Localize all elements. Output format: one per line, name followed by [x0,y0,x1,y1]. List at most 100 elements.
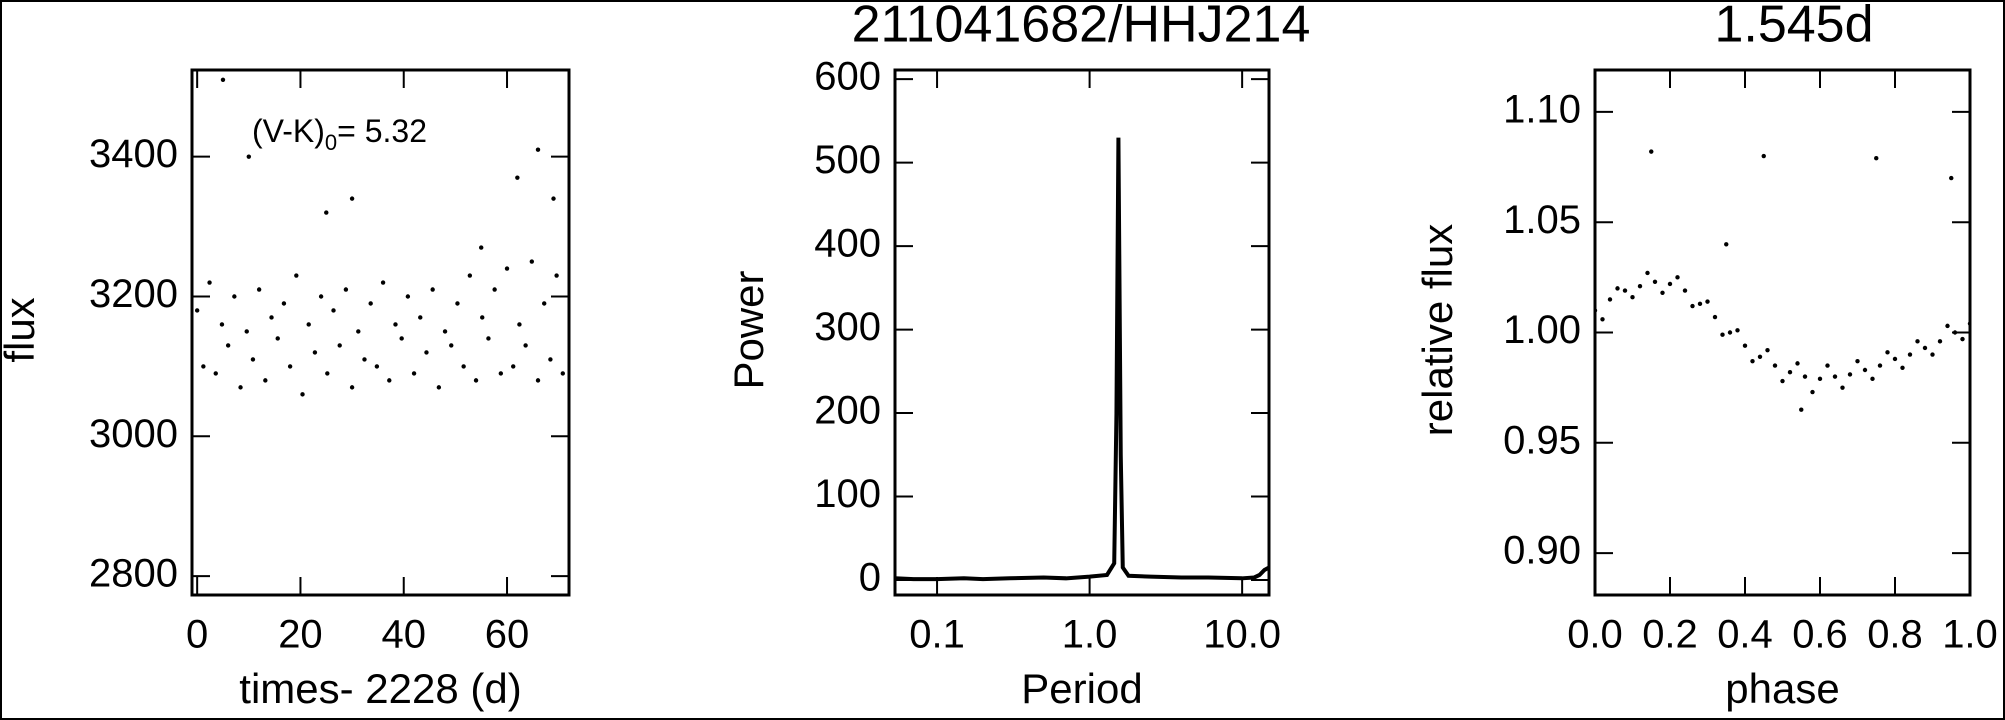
point [442,329,448,334]
y-tick-label: 1.10 [1503,87,1581,131]
point [1855,358,1860,364]
point [1922,345,1928,351]
point [535,378,541,383]
point [1870,376,1875,382]
point [194,308,200,313]
point [312,350,318,355]
point [1900,365,1905,370]
point [256,287,262,292]
point [220,77,226,82]
point [275,336,280,341]
point [232,294,237,299]
x-axis-label: times- 2228 (d) [239,665,521,712]
annotation-part: (V-K) [252,113,325,149]
point [318,294,324,299]
point [1649,149,1654,154]
point [1825,363,1830,368]
point [461,364,466,369]
point [337,343,342,348]
point [1892,356,1898,362]
point [1675,275,1680,280]
point [1750,358,1755,364]
point [387,378,392,383]
point [1724,242,1729,247]
plot-area [194,77,566,397]
point [1960,336,1965,342]
x-tick-label: 1.0 [1062,613,1118,657]
point [1874,156,1879,161]
plot-frame [190,68,571,597]
point [349,196,355,201]
point [542,301,547,306]
x-tick-label: 0.0 [1567,613,1623,657]
point [449,343,454,348]
point [324,210,329,215]
point [467,273,473,278]
x-tick-label: 0.1 [909,613,965,657]
y-axis-label: Power [725,270,772,389]
point [1945,323,1950,329]
point [1952,330,1958,335]
x-tick-label: 0.2 [1642,613,1698,657]
point [1682,288,1688,293]
point [1600,317,1605,322]
point [1652,279,1658,284]
point [1915,339,1920,344]
point [479,245,484,250]
point [1727,330,1733,335]
point [300,392,305,397]
point [1847,372,1853,377]
point [1667,281,1673,287]
y-tick-label: 0.90 [1503,529,1581,573]
point [1660,290,1665,295]
y-tick-label: 100 [814,472,881,516]
point [1720,332,1725,337]
point [504,266,510,271]
point [1799,407,1804,412]
x-tick-label: 0.4 [1717,613,1773,657]
point [238,385,243,390]
point [551,196,556,201]
point [1645,270,1650,276]
point [411,371,417,376]
x-tick-label: 0.6 [1792,613,1848,657]
point [480,315,485,320]
x-tick-label: 0.8 [1867,613,1923,657]
y-tick-label: 400 [814,222,881,266]
point [225,343,231,348]
point [473,378,479,383]
point [1802,374,1808,379]
point [492,287,497,292]
x-axis-label: Period [1021,665,1142,712]
x-tick-label: 60 [485,613,530,657]
point [1697,301,1703,307]
panel-title: 211041682/HHJ214 [852,0,1311,54]
y-tick-label: 0.95 [1503,418,1581,462]
point [1885,350,1890,355]
point [430,287,435,292]
point [306,322,311,327]
y-axis-label: relative flux [1414,224,1461,436]
point [418,315,423,320]
point [1862,367,1868,373]
y-axis-label: flux [0,297,43,362]
point [393,322,398,327]
y-tick-label: 1.00 [1503,308,1581,352]
point [1742,343,1748,348]
point [554,273,559,278]
point [213,371,218,376]
point [1761,153,1766,159]
y-tick-label: 2800 [89,552,178,596]
point [269,315,274,320]
point [1705,299,1710,304]
point [515,175,520,180]
point [1712,314,1718,320]
point [1780,378,1785,384]
point [529,259,535,264]
point [1967,321,1970,326]
point [1690,303,1695,309]
point [436,385,442,390]
y-tick-label: 3400 [89,132,178,176]
point [1810,389,1815,395]
